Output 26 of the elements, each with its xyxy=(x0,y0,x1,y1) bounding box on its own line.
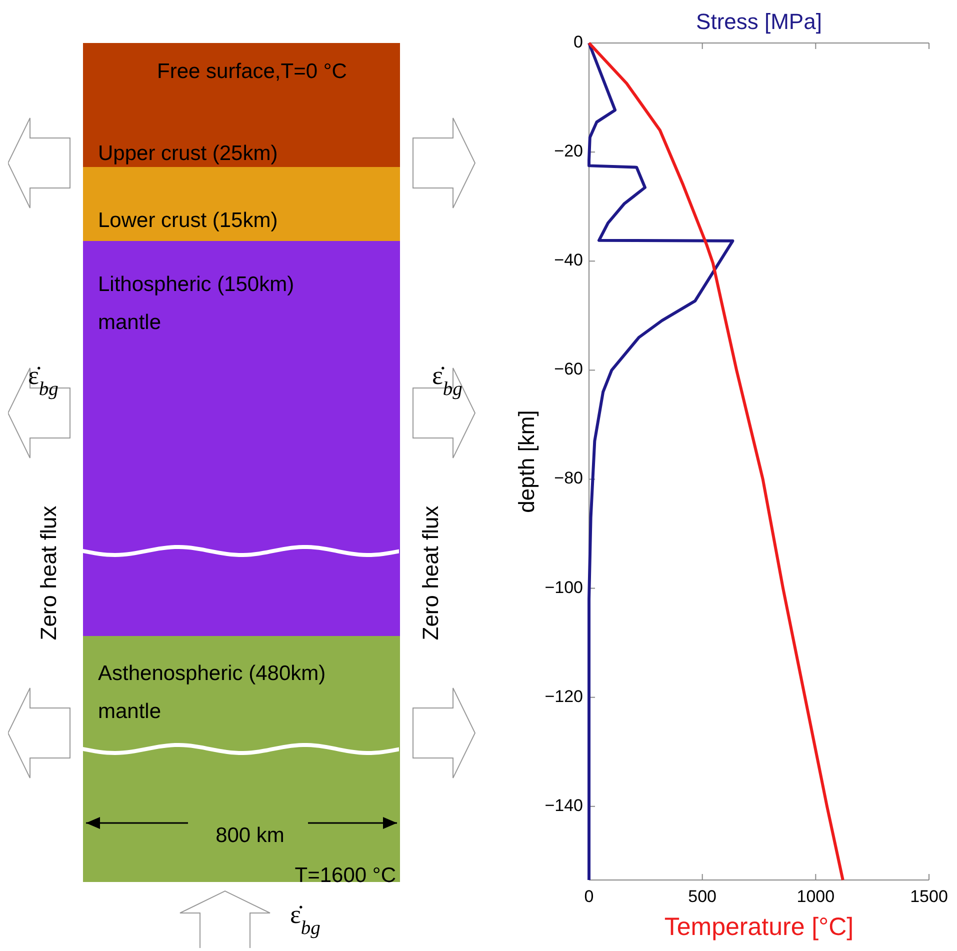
text: Lower crust (15km) xyxy=(98,208,278,232)
x-tick-label: 1500 xyxy=(910,887,948,906)
y-axis-title: depth [km] xyxy=(514,410,539,513)
text: Asthenospheric (480km) mantle xyxy=(98,662,326,723)
text: T=1600 °C xyxy=(294,864,396,887)
text: Free surface,T=0 °C xyxy=(157,60,347,83)
y-tick-label: −20 xyxy=(554,142,583,161)
y-tick-label: −140 xyxy=(544,796,583,815)
text: Zero heat flux xyxy=(418,506,443,640)
x2-axis-title: Stress [MPa] xyxy=(696,9,822,34)
x-axis-title: Temperature [°C] xyxy=(664,913,854,941)
y-tick-label: −80 xyxy=(554,468,583,488)
text: Zero heat flux xyxy=(36,506,61,640)
text: Upper crust (25km) xyxy=(98,142,278,165)
text: 800 km xyxy=(216,824,284,847)
text: ε̇$_{bg}$ xyxy=(28,361,59,400)
text: ε̇$_{bg}$ xyxy=(290,900,321,938)
y-tick-label: −60 xyxy=(554,360,583,379)
x-tick-label: 1000 xyxy=(796,887,835,906)
y-tick-label: −40 xyxy=(554,250,583,270)
y-tick-label: 0 xyxy=(574,32,583,52)
y-tick-label: −100 xyxy=(544,578,583,597)
y-tick-label: −120 xyxy=(544,686,583,706)
text: Lithospheric (150km) mantle xyxy=(98,272,294,334)
text: ε̇$_{bg}$ xyxy=(432,361,463,400)
x-tick-label: 500 xyxy=(688,887,717,906)
